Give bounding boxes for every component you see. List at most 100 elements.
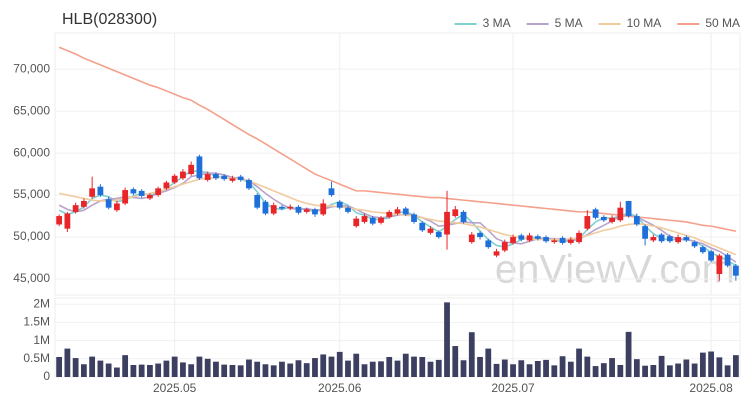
candle-body <box>411 214 417 222</box>
y-tick-label: 65,000 <box>13 103 50 117</box>
volume-bar <box>262 364 269 377</box>
volume-bar <box>567 361 574 377</box>
y-tick-label: 60,000 <box>13 145 50 159</box>
candle-body <box>394 209 401 214</box>
candle-body <box>559 237 566 243</box>
volume-bar <box>584 356 591 377</box>
candle-body <box>518 235 525 240</box>
candle-body <box>303 209 310 212</box>
volume-bar <box>708 351 715 377</box>
volume-bar <box>320 354 327 377</box>
volume-bar <box>246 359 252 377</box>
x-tick-label: 2025.05 <box>153 381 197 395</box>
volume-bar <box>122 355 129 377</box>
candle-body <box>345 207 351 212</box>
volume-bar <box>80 364 87 377</box>
candle-body <box>147 195 153 199</box>
volume-bar <box>312 358 318 377</box>
volume-bar <box>171 356 178 377</box>
y-tick-label: 1M <box>33 333 50 347</box>
candle-body <box>312 209 318 215</box>
price-panel <box>54 32 741 296</box>
candle-body <box>361 216 368 222</box>
volume-bar <box>386 356 393 377</box>
candle-body <box>171 175 178 183</box>
volume-bar <box>427 361 434 377</box>
x-tick-label: 2025.08 <box>689 381 733 395</box>
volume-bar <box>559 356 566 377</box>
candle-body <box>452 209 459 217</box>
legend-label: 5 MA <box>555 16 583 30</box>
x-tick-label: 2025.07 <box>491 381 535 395</box>
candle-body <box>493 251 500 256</box>
volume-bar <box>716 357 723 377</box>
volume-bar <box>56 356 63 377</box>
candle-body <box>642 226 648 239</box>
volume-bar <box>221 364 228 377</box>
y-tick-label: 0 <box>43 369 50 383</box>
candle-body <box>444 211 450 235</box>
candle-body <box>477 232 483 238</box>
volume-bar <box>345 360 351 377</box>
candle-body <box>279 206 285 209</box>
candle-body <box>584 216 591 229</box>
candle-body <box>328 188 335 196</box>
volume-bar <box>188 364 195 377</box>
y-tick-label: 55,000 <box>13 187 50 201</box>
candle-body <box>163 182 170 189</box>
candle-body <box>460 211 467 222</box>
volume-bar <box>336 351 343 377</box>
candle-body <box>592 209 599 218</box>
candle-body <box>213 174 219 179</box>
candle-body <box>551 240 558 243</box>
volume-bar <box>378 361 384 377</box>
volume-bar <box>468 332 475 377</box>
candle-body <box>130 189 137 194</box>
candle-body <box>188 164 195 175</box>
candle-body <box>237 176 244 180</box>
volume-bar <box>518 360 525 377</box>
volume-bar <box>163 360 170 377</box>
y-tick-label: 70,000 <box>13 61 50 75</box>
volume-bar <box>460 360 467 377</box>
candle-body <box>485 240 492 248</box>
candle-body <box>543 237 549 242</box>
candle-body <box>105 199 112 208</box>
candle-body <box>683 237 690 241</box>
candle-body <box>576 232 582 243</box>
candle-body <box>287 206 294 209</box>
candle-body <box>625 200 632 217</box>
candle-body <box>270 205 277 214</box>
volume-bar <box>147 364 153 377</box>
y-tick-label: 50,000 <box>13 229 50 243</box>
volume-bar <box>89 356 96 377</box>
candle-body <box>353 218 360 227</box>
candle-body <box>691 242 698 247</box>
volume-bar <box>526 364 533 377</box>
candle-body <box>114 203 120 211</box>
volume-bar <box>130 364 137 377</box>
volume-bar <box>501 359 508 377</box>
volume-bar <box>369 361 376 377</box>
candle-body <box>386 211 393 217</box>
volume-bar <box>419 356 426 377</box>
volume-bar <box>402 353 409 377</box>
candle-body <box>369 217 376 224</box>
volume-bar <box>72 358 79 377</box>
candle-body <box>221 175 228 180</box>
candle-body <box>204 174 211 180</box>
volume-bar <box>675 363 681 377</box>
volume-bar <box>617 364 624 377</box>
candle-body <box>510 237 516 243</box>
candle-body <box>80 200 87 207</box>
legend-label: 10 MA <box>627 16 662 30</box>
volume-bar <box>361 364 368 377</box>
volume-bar <box>353 353 360 377</box>
candle-body <box>378 217 384 223</box>
candle-body <box>526 235 533 241</box>
candle-body <box>617 207 624 221</box>
volume-bar <box>295 360 302 377</box>
volume-bar <box>328 356 335 377</box>
candle-body <box>435 232 442 238</box>
